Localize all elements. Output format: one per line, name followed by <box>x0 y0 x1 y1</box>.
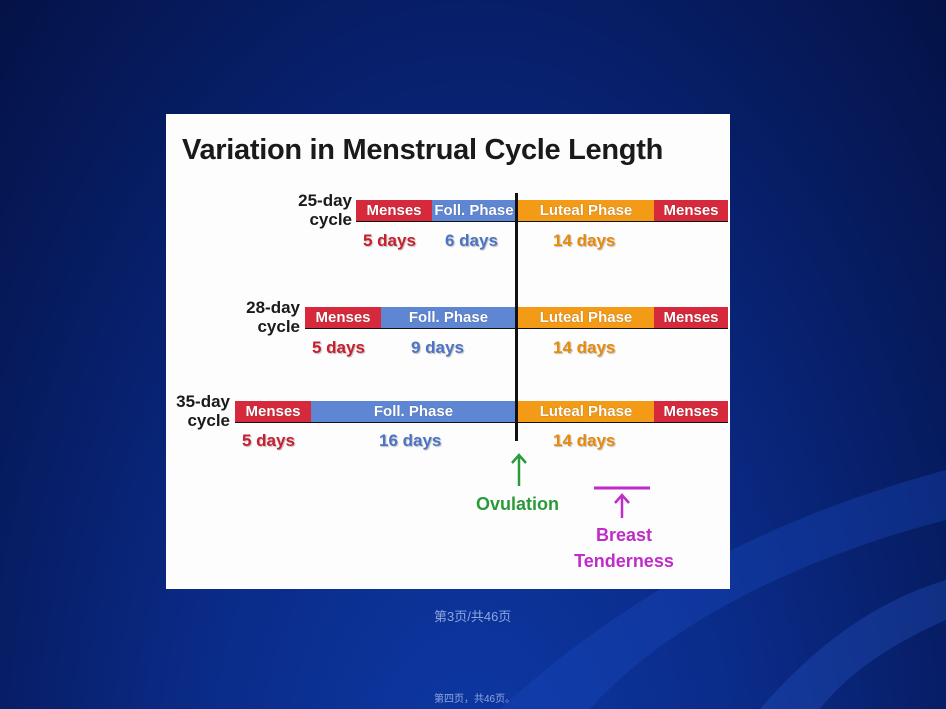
menses-segment: Menses <box>235 401 311 422</box>
menses-segment: Menses <box>654 401 728 422</box>
follicular-segment: Foll. Phase <box>381 307 516 328</box>
cycle-length-diagram: Variation in Menstrual Cycle Length 25-d… <box>166 114 730 589</box>
cycle-label-28-day: 28-day cycle <box>246 298 300 336</box>
menses-segment: Menses <box>305 307 381 328</box>
menses-segment: Menses <box>654 307 728 328</box>
menses-segment: Menses <box>654 200 728 221</box>
menses-days: 5 days <box>312 338 365 357</box>
menses-days: 5 days <box>363 231 416 250</box>
ovulation-arrow-icon <box>511 453 527 486</box>
luteal-segment: Luteal Phase <box>518 401 654 422</box>
cycle-label-35-day: 35-day cycle <box>176 392 230 430</box>
page-indicator: 第3页/共46页 <box>434 609 512 624</box>
luteal-days: 14 days <box>553 231 616 250</box>
diagram-title: Variation in Menstrual Cycle Length <box>182 134 663 166</box>
follicular-days: 6 days <box>445 231 498 250</box>
ovulation-label: Ovulation <box>476 494 560 514</box>
menses-segment: Menses <box>356 200 432 221</box>
luteal-days: 14 days <box>553 338 616 357</box>
breast-tenderness-label: Breast Tenderness <box>574 525 674 571</box>
menses-days: 5 days <box>242 431 295 450</box>
breast-tenderness-bracket-icon <box>594 486 650 518</box>
page-indicator-bottom: 第四页，共46页。 <box>434 694 516 705</box>
follicular-segment: Foll. Phase <box>432 200 516 221</box>
follicular-segment: Foll. Phase <box>311 401 516 422</box>
luteal-days: 14 days <box>553 431 616 450</box>
luteal-segment: Luteal Phase <box>518 200 654 221</box>
cycle-label-25-day: 25-day cycle <box>298 191 352 229</box>
follicular-days: 9 days <box>411 338 464 357</box>
luteal-segment: Luteal Phase <box>518 307 654 328</box>
follicular-days: 16 days <box>379 431 442 450</box>
ovulation-line <box>515 193 518 441</box>
